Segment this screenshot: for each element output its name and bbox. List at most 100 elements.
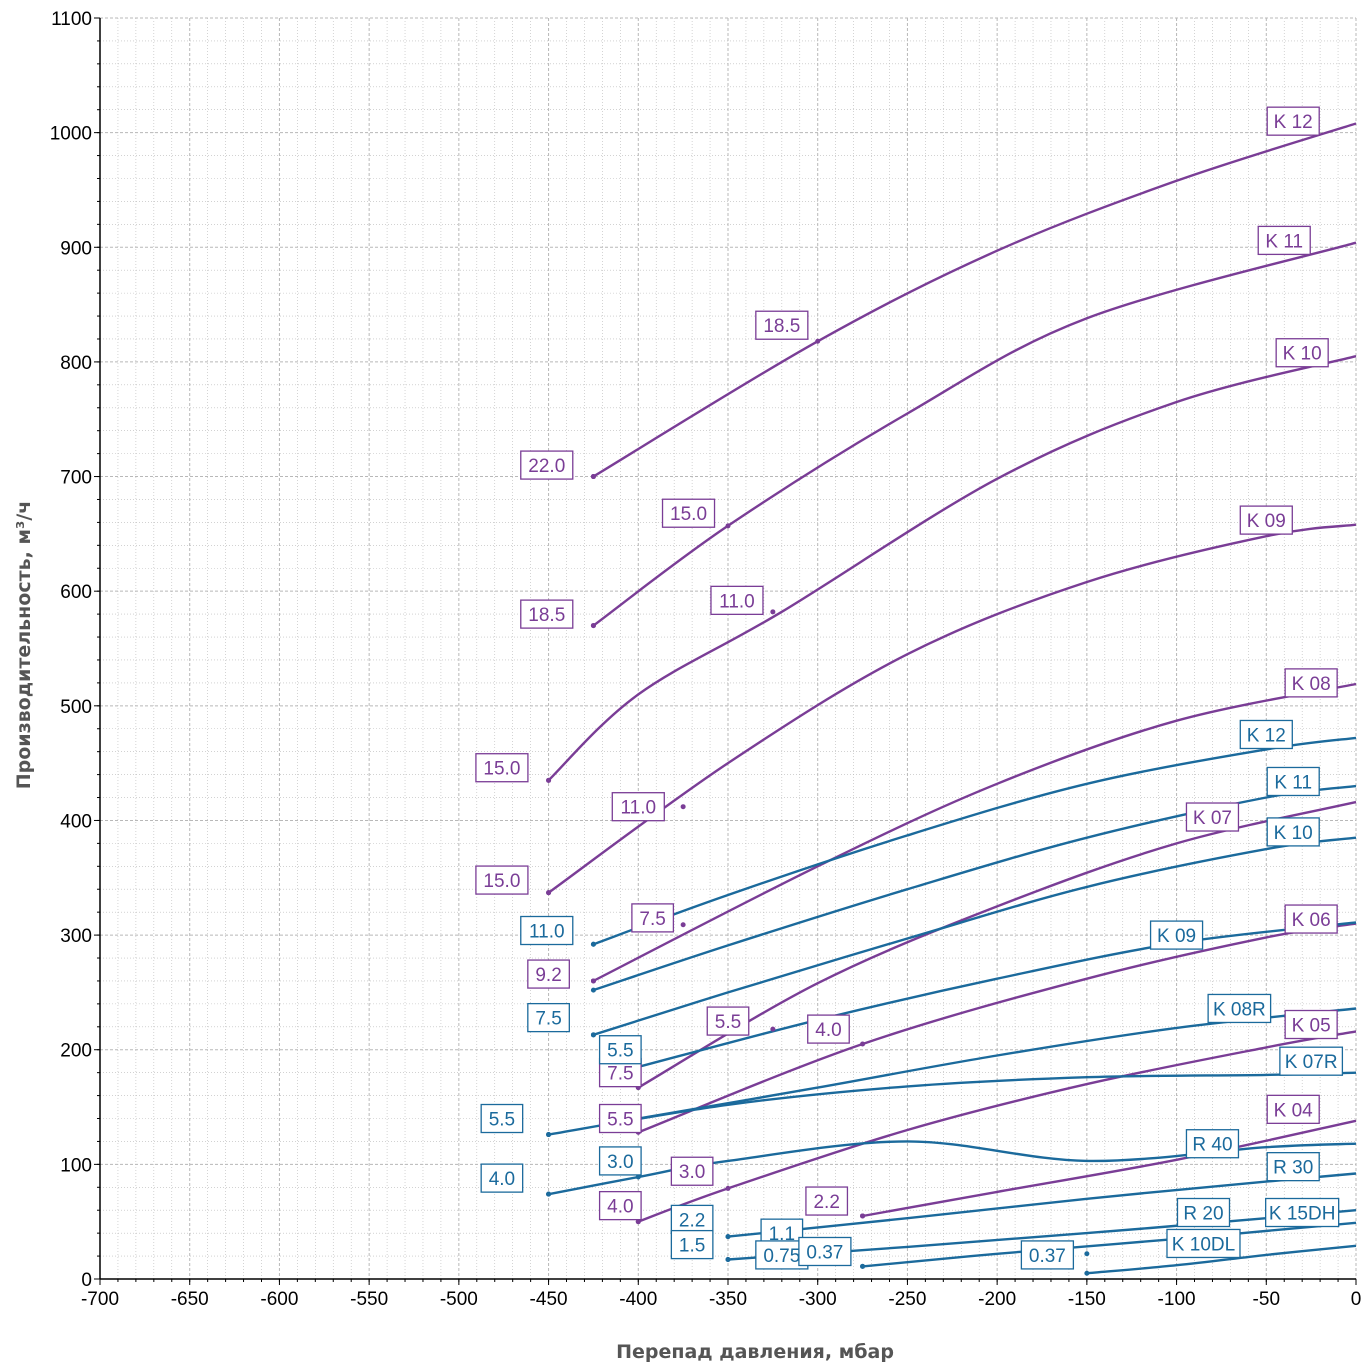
power-label: 2.2 [805,1186,849,1216]
x-axis-title: Перепад давления, мбар [616,1341,894,1363]
series-label: K 11 [1257,225,1311,256]
power-label-box [631,903,675,933]
x-tick-label: -150 [1068,1289,1106,1310]
x-tick-label: -600 [260,1289,298,1310]
power-label-text: 15.0 [483,871,520,892]
power-label-box [520,450,574,480]
power-label-text: 15.0 [483,759,520,780]
power-label-box [520,599,574,629]
power-label-box [598,1103,642,1134]
series-label-box [1239,505,1293,535]
series-label: K 09 [1239,505,1293,535]
series-label-box [1176,1197,1231,1228]
series-label-text: K 11 [1274,772,1312,793]
x-tick-label: -350 [709,1289,747,1310]
labels-layer: K 12 K 11 K 10 K 09 K 08 K 07 K 06 K 05 K 04 K 12… [475,106,1344,1270]
series-label-text: K 11 [1265,231,1303,252]
y-axis-title: Производительность, м³/ч [13,501,35,790]
x-tick-label: -50 [1253,1289,1280,1310]
power-point [725,1257,731,1263]
x-tick-label: -300 [799,1289,837,1310]
x-tick-label: -100 [1158,1289,1196,1310]
y-tick-label: 600 [60,582,92,603]
power-label-box [710,585,764,616]
series-label-box [1266,1094,1320,1124]
power-label-text: 18.5 [528,605,565,626]
power-point [546,1191,552,1197]
power-point [546,1132,552,1138]
power-point [635,1219,641,1225]
series-line-k-10-blue [593,836,1357,1036]
series-label-text: K 04 [1274,1100,1314,1121]
power-label: 18.5 [755,310,809,340]
power-label-text: 4.0 [815,1020,841,1041]
series-line-k-11-purple [592,241,1357,627]
power-label-text: 11.0 [719,591,755,612]
power-label-box [520,915,574,946]
series-label: K 08R [1207,993,1272,1024]
series-label-text: K 12 [1247,725,1286,746]
power-label: 15.0 [661,498,716,528]
power-label: 5.5 [598,1035,642,1065]
power-point [770,1026,776,1032]
series-label-text: K 07 [1193,808,1232,829]
power-label: 0.37 [1020,1240,1075,1270]
power-point [590,978,596,984]
series-label: K 05 [1284,1009,1338,1040]
series-label-box [1284,668,1338,698]
power-label-text: 4.0 [607,1197,633,1218]
power-label: 4.0 [807,1014,850,1044]
series-line-r-40-blue [548,1140,1357,1196]
series-label-box [1185,1129,1240,1159]
power-point [546,777,552,783]
series-label-box [1266,766,1320,797]
series-label-box [1284,1009,1338,1040]
power-label: 11.0 [710,585,764,616]
power-point [860,1213,866,1219]
series-label-text: R 40 [1192,1135,1232,1156]
y-axis-ticks: 0 100 200 300 400 500 600 700 800 900 1000 1100 [50,9,100,1291]
series-line-k-08-purple [592,682,1357,982]
power-label: 5.5 [598,1103,642,1134]
power-label: 3.0 [598,1146,642,1176]
series-line-k-12-blue [592,736,1357,946]
power-label: 22.0 [520,450,574,480]
power-label-box [611,792,665,822]
series-line-k-09-blue [637,921,1357,1069]
series-start-point [1084,1270,1090,1276]
y-tick-label: 100 [60,1155,92,1176]
power-label-box [598,1146,642,1176]
power-label: 7.5 [527,1002,570,1033]
power-label: 0.37 [798,1236,852,1267]
series-label: K 08 [1284,668,1338,698]
series-label: R 40 [1185,1129,1240,1159]
y-tick-label: 200 [60,1041,92,1062]
power-label-text: 5.5 [715,1012,741,1033]
series-label-box [1207,993,1272,1024]
y-tick-label: 400 [60,811,92,832]
power-label: 11.0 [520,915,574,946]
series-line-k-12-purple [592,122,1357,478]
power-point [770,609,776,615]
series-label-text: K 10 [1283,344,1322,365]
power-label-box [805,1186,849,1216]
y-tick-label: 300 [60,926,92,947]
power-point [725,523,731,529]
series-start-point [590,987,596,993]
power-label-text: 5.5 [489,1110,515,1131]
series-label-text: K 10DL [1172,1234,1235,1255]
power-label-box [661,498,716,528]
power-label-text: 22.0 [528,456,565,477]
series-label-box [1275,338,1329,368]
power-point [680,804,686,810]
power-label-box [1020,1240,1075,1270]
power-point [725,1185,731,1191]
power-label-text: 2.2 [679,1210,705,1231]
power-label-box [670,1204,714,1235]
power-point [860,1041,866,1047]
power-point [1084,1251,1090,1257]
series-label-text: K 08R [1213,999,1266,1020]
power-label-text: 9.2 [535,965,561,986]
series-line-k-04-purple [862,1119,1357,1218]
x-tick-label: -400 [619,1289,657,1310]
